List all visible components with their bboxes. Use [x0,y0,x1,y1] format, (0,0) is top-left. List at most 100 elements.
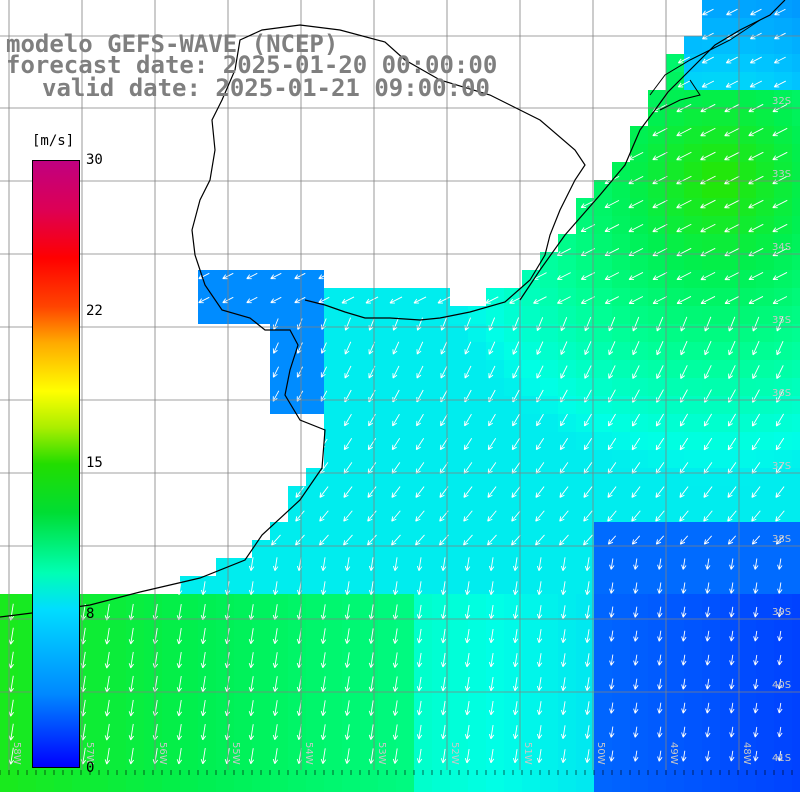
wind-arrow [248,652,255,669]
speed-cell [324,450,342,468]
wind-arrow [488,557,495,571]
speed-cell [108,666,126,684]
wind-arrow [657,606,663,618]
speed-cell [756,684,774,702]
wind-arrow [440,748,447,764]
speed-cell [756,774,774,792]
wind-arrow [464,557,471,571]
wind-arrow [391,534,401,546]
speed-cell [234,648,252,666]
speed-cell [306,594,324,612]
wind-arrow [676,199,692,209]
wind-arrow [631,413,640,427]
wind-arrow [272,628,279,645]
wind-arrow [727,437,737,451]
wind-arrow [556,272,571,280]
speed-cell [648,594,666,612]
wind-arrow [777,654,783,666]
speed-cell [540,468,558,486]
speed-cell [540,558,558,576]
wind-arrow [487,486,497,498]
speed-cell [738,612,756,630]
wind-arrow [536,557,543,571]
speed-cell [450,324,468,342]
speed-cell [666,774,684,792]
speed-cell [468,630,486,648]
speed-cell [684,774,702,792]
speed-cell [756,216,774,234]
speed-cell [108,702,126,720]
speed-cell [126,774,144,792]
speed-cell [342,486,360,504]
speed-cell [450,594,468,612]
wind-arrow [560,341,568,355]
speed-cell [288,306,306,324]
speed-cell [414,738,432,756]
speed-cell [720,378,738,396]
speed-cell [162,756,180,774]
speed-cell [756,486,774,504]
speed-cell [360,378,378,396]
wind-arrow [8,747,14,765]
speed-cell [684,666,702,684]
wind-arrow [560,749,567,763]
speed-cell [630,648,648,666]
speed-cell [108,612,126,630]
speed-cell [720,180,738,198]
speed-cell [450,522,468,540]
speed-cell [558,270,576,288]
speed-cell [450,756,468,774]
speed-cell [648,180,666,198]
speed-cell [720,396,738,414]
speed-cell [324,432,342,450]
speed-cell [774,198,792,216]
speed-cell [162,738,180,756]
speed-cell [198,774,216,792]
wind-arrow [8,675,14,693]
speed-cell [504,558,522,576]
speed-cell [738,720,756,738]
speed-cell [684,162,702,180]
wind-arrow [725,80,739,88]
speed-cell [486,342,504,360]
speed-cell [702,576,720,594]
speed-cell [720,72,738,90]
wind-arrow [416,341,424,355]
lagoon-outline [649,19,761,111]
wind-arrow [724,296,740,305]
speed-cell [558,630,576,648]
speed-cell [720,360,738,378]
speed-cell [702,378,720,396]
speed-cell [594,522,612,540]
speed-cell [558,558,576,576]
speed-cell [684,486,702,504]
speed-cell [792,18,800,36]
speed-cell [432,558,450,576]
speed-cell [594,684,612,702]
speed-cell [738,648,756,666]
wind-arrow [343,438,353,451]
speed-cell [522,612,540,630]
speed-cell [558,594,576,612]
wind-arrow [704,365,712,380]
speed-cell [720,306,738,324]
wind-arrow [512,557,519,571]
speed-cell [702,54,720,72]
speed-cell [540,630,558,648]
latitude-label: 40S [772,680,791,691]
speed-cell [738,360,756,378]
speed-cell [612,702,630,720]
speed-cell [594,486,612,504]
speed-cell [342,666,360,684]
speed-cell [522,342,540,360]
speed-cell [432,720,450,738]
speed-cell [558,252,576,270]
speed-cell [558,450,576,468]
speed-cell [270,540,288,558]
wind-arrow [488,365,496,379]
wind-arrow [705,582,711,594]
wind-arrow [176,627,183,645]
speed-cell [108,756,126,774]
speed-cell [396,450,414,468]
speed-cell [126,630,144,648]
